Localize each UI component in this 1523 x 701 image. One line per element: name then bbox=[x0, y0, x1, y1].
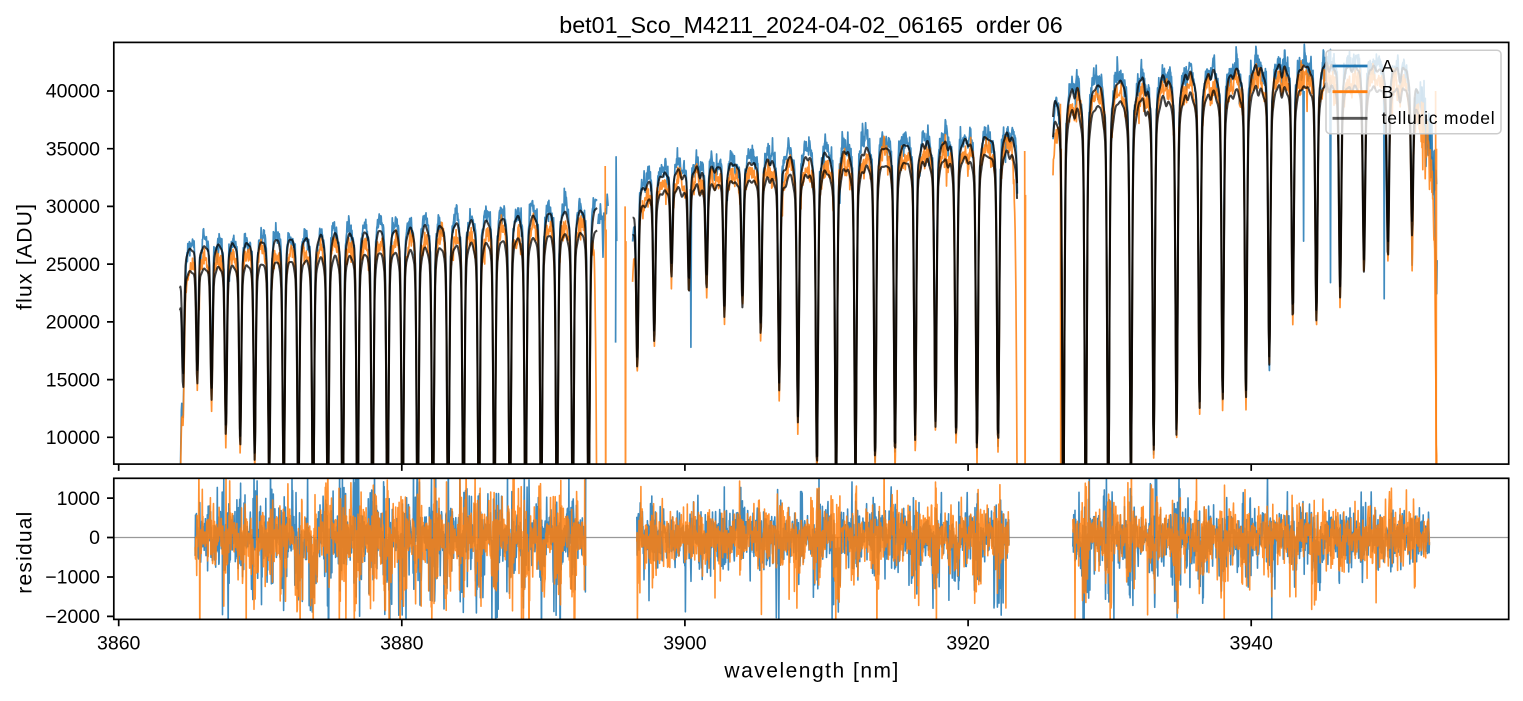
svg-text:3880: 3880 bbox=[380, 633, 424, 655]
svg-text:3860: 3860 bbox=[97, 633, 141, 655]
svg-text:30000: 30000 bbox=[46, 196, 100, 218]
svg-text:−1000: −1000 bbox=[45, 567, 100, 589]
svg-text:0: 0 bbox=[89, 527, 100, 549]
svg-text:1000: 1000 bbox=[57, 488, 101, 510]
svg-text:20000: 20000 bbox=[46, 312, 100, 334]
svg-text:15000: 15000 bbox=[46, 369, 100, 391]
svg-text:25000: 25000 bbox=[46, 254, 100, 276]
svg-text:B: B bbox=[1382, 82, 1394, 102]
svg-text:3920: 3920 bbox=[946, 633, 990, 655]
svg-text:40000: 40000 bbox=[46, 81, 100, 103]
svg-text:bet01_Sco_M4211_2024-04-02_061: bet01_Sco_M4211_2024-04-02_06165 order 0… bbox=[559, 12, 1062, 38]
svg-text:35000: 35000 bbox=[46, 138, 100, 160]
svg-text:10000: 10000 bbox=[46, 427, 100, 449]
svg-text:3900: 3900 bbox=[663, 633, 707, 655]
svg-text:residual: residual bbox=[14, 512, 37, 594]
svg-text:−2000: −2000 bbox=[45, 606, 100, 628]
svg-text:A: A bbox=[1382, 56, 1394, 76]
svg-text:3940: 3940 bbox=[1230, 633, 1274, 655]
svg-text:telluric model: telluric model bbox=[1382, 108, 1495, 128]
svg-text:flux [ADU]: flux [ADU] bbox=[14, 204, 37, 310]
